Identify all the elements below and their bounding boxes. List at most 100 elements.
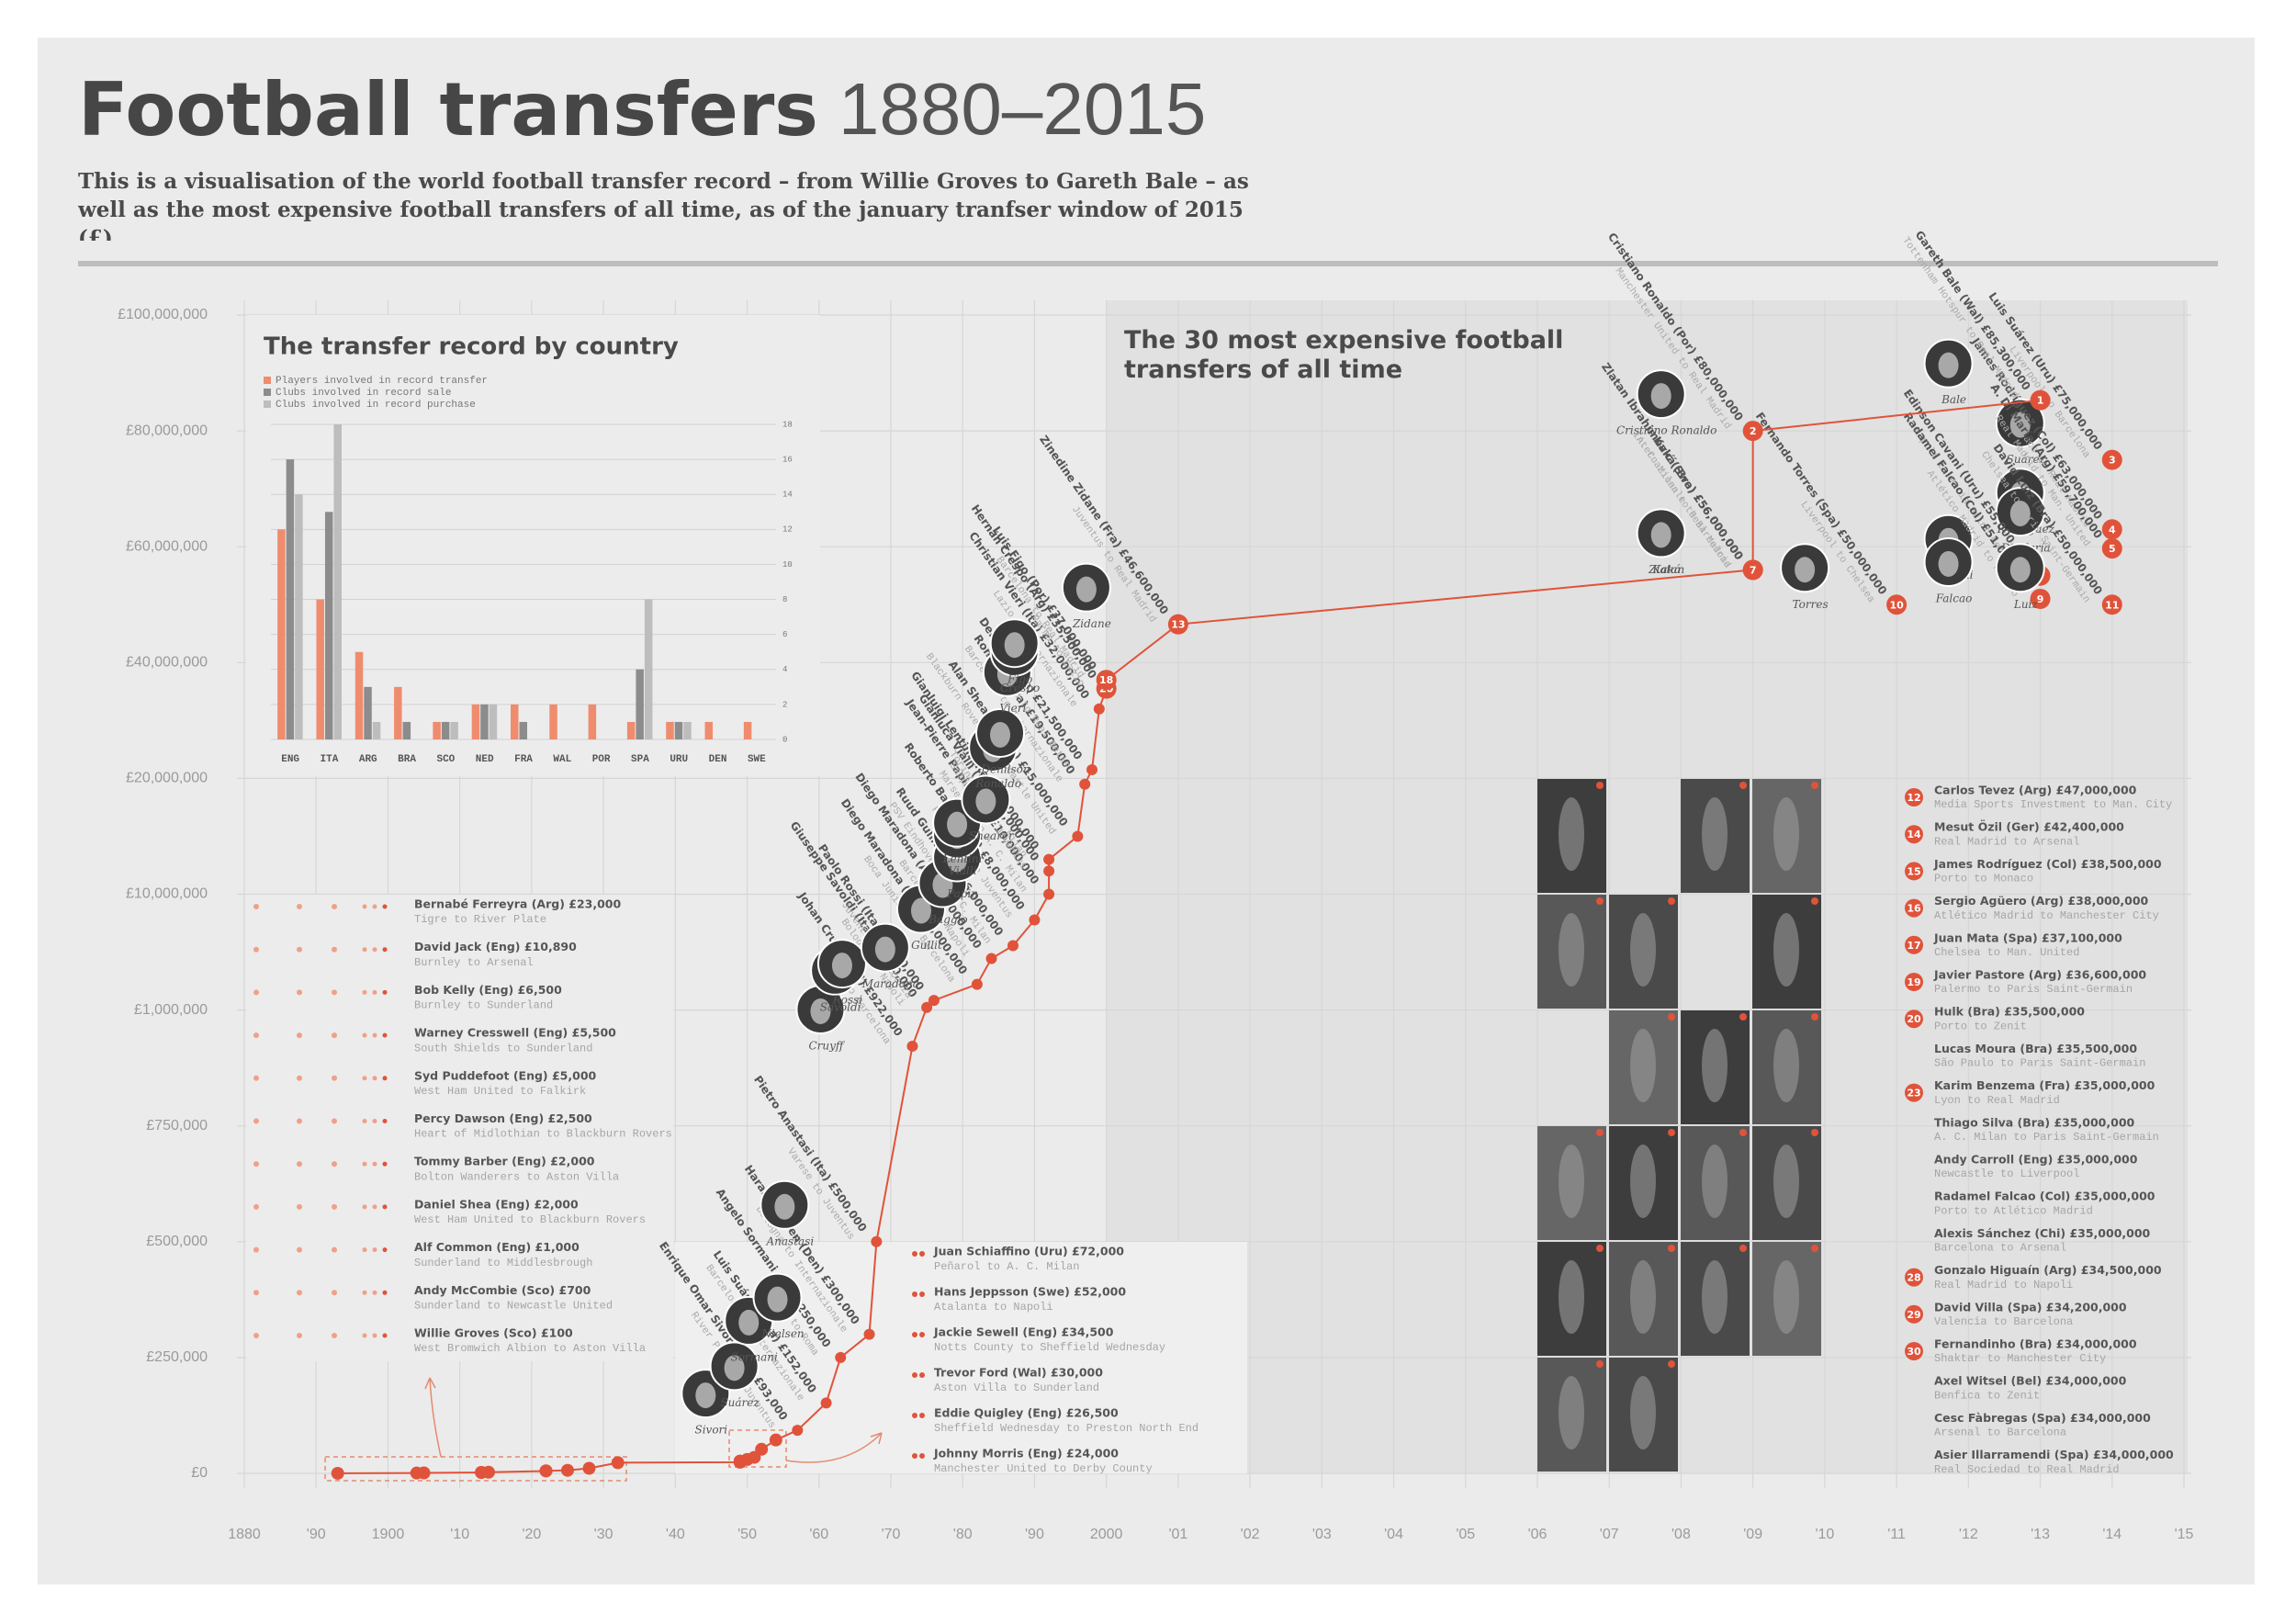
row-dot — [332, 1290, 337, 1296]
row-route: Atlético Madrid to Manchester City — [1934, 909, 2159, 922]
rank-badge-label: 17 — [1907, 940, 1920, 952]
photo-figure — [1630, 1260, 1656, 1334]
row-name: Percy Dawson (Eng) £2,500 — [414, 1111, 592, 1125]
row-dot — [382, 1247, 388, 1253]
x-tick-label: 1880 — [228, 1527, 261, 1542]
photo-figure — [1630, 1029, 1656, 1102]
row-route: Real Madrid to Arsenal — [1934, 835, 2079, 848]
row-name: Fernandinho (Bra) £34,000,000 — [1934, 1337, 2137, 1351]
row-route: West Ham United to Blackburn Rovers — [414, 1213, 646, 1226]
bar — [704, 721, 714, 739]
row-dot — [253, 1161, 259, 1167]
row-dot — [332, 989, 337, 996]
bar — [316, 599, 324, 739]
photo-figure — [1702, 1260, 1728, 1334]
x-tick-label: 2000 — [1090, 1527, 1123, 1542]
bar — [743, 721, 752, 739]
row-route: Bolton Wanderers to Aston Villa — [414, 1170, 619, 1183]
rank-badge — [1905, 788, 1923, 806]
portrait-face — [1004, 632, 1025, 659]
portrait-face — [1938, 352, 1959, 378]
bar-y-tick-label: 16 — [782, 455, 793, 464]
bar — [433, 721, 441, 739]
bar — [295, 494, 303, 739]
row-dot — [253, 1333, 259, 1338]
record-point — [611, 1456, 625, 1470]
row-route: Porto to Zenit — [1934, 1020, 2027, 1032]
row-name: Karim Benzema (Fra) £35,000,000 — [1934, 1078, 2155, 1092]
row-name: Sergio Agüero (Arg) £38,000,000 — [1934, 894, 2149, 908]
bar — [666, 721, 674, 739]
row-dot — [919, 1332, 925, 1337]
row-dot — [297, 1075, 302, 1081]
legend-label: Players involved in record transfer — [276, 376, 488, 387]
row-name: Bernabé Ferreyra (Arg) £23,000 — [414, 897, 621, 911]
rank-label: 5 — [2109, 543, 2116, 555]
portrait-name: Sormani — [731, 1350, 778, 1363]
portrait-name: Gullit — [911, 939, 942, 952]
row-dot — [253, 946, 259, 953]
row-dot — [372, 1076, 377, 1081]
record-point — [539, 1464, 553, 1478]
portrait-face — [1795, 557, 1816, 583]
row-name: Gonzalo Higuaín (Arg) £34,500,000 — [1934, 1263, 2162, 1277]
row-name: Lucas Moura (Bra) £35,500,000 — [1934, 1042, 2137, 1055]
portrait-face — [947, 811, 968, 838]
row-dot — [362, 1290, 367, 1295]
portrait-name: Falcao — [1935, 592, 1973, 604]
portrait-name: Ronaldo — [974, 777, 1021, 790]
record-point — [561, 1463, 574, 1477]
rank-badge-label: 16 — [1907, 903, 1921, 915]
photo-badge — [1739, 1245, 1747, 1252]
x-tick-label: '40 — [666, 1527, 685, 1542]
bar-y-tick-label: 6 — [782, 630, 787, 639]
row-dot — [912, 1251, 917, 1257]
row-route: Notts County to Sheffield Wednesday — [934, 1341, 1165, 1354]
rank-label: 10 — [1889, 599, 1904, 611]
portrait-face — [1650, 383, 1671, 410]
bar-y-tick-label: 14 — [782, 491, 793, 500]
photo-badge — [1739, 1013, 1747, 1021]
row-name: Johnny Morris (Eng) £24,000 — [933, 1447, 1119, 1460]
photo-figure — [1702, 1029, 1728, 1102]
bar — [333, 424, 342, 739]
row-route: Palermo to Paris Saint-Germain — [1934, 983, 2133, 996]
portrait-face — [1650, 522, 1671, 548]
row-dot — [297, 989, 302, 996]
portrait-name: Vieri — [999, 702, 1026, 715]
rank-badge-label: 28 — [1907, 1272, 1920, 1284]
row-dot — [382, 1161, 388, 1167]
bar — [549, 704, 557, 739]
row-route: Peñarol to A. C. Milan — [934, 1260, 1079, 1273]
bar — [286, 459, 295, 739]
row-dot — [332, 1203, 337, 1210]
x-tick-label: 1900 — [372, 1527, 405, 1542]
bar-x-label: ARG — [359, 754, 377, 765]
x-tick-label: '70 — [882, 1527, 901, 1542]
photo-figure — [1630, 913, 1656, 987]
row-route: Real Sociedad to Real Madrid — [1934, 1463, 2120, 1476]
row-dot — [253, 1075, 259, 1081]
record-point — [871, 1235, 883, 1247]
row-dot — [332, 904, 337, 909]
row-dot — [253, 1290, 259, 1296]
portrait-name: Cruyff — [808, 1039, 845, 1052]
bar — [450, 721, 458, 739]
bar-chart-title: The transfer record by country — [264, 333, 679, 361]
portrait-face — [910, 897, 931, 924]
row-route: Heart of Midlothian to Blackburn Rovers — [414, 1128, 672, 1141]
rank-label: 18 — [1099, 674, 1113, 686]
row-name: Bob Kelly (Eng) £6,500 — [414, 983, 562, 997]
row-dot — [253, 1203, 259, 1210]
row-name: Syd Puddefoot (Eng) £5,000 — [414, 1068, 597, 1082]
photo-badge — [1739, 1129, 1747, 1136]
x-tick-label: '20 — [522, 1527, 541, 1542]
x-tick-label: '12 — [1959, 1527, 1978, 1542]
row-dot — [332, 1032, 337, 1039]
portrait-face — [874, 936, 895, 963]
bar — [471, 704, 480, 739]
row-dot — [297, 1333, 302, 1338]
row-dot — [253, 1246, 259, 1253]
row-dot — [382, 989, 388, 995]
photo-badge — [1668, 1245, 1675, 1252]
